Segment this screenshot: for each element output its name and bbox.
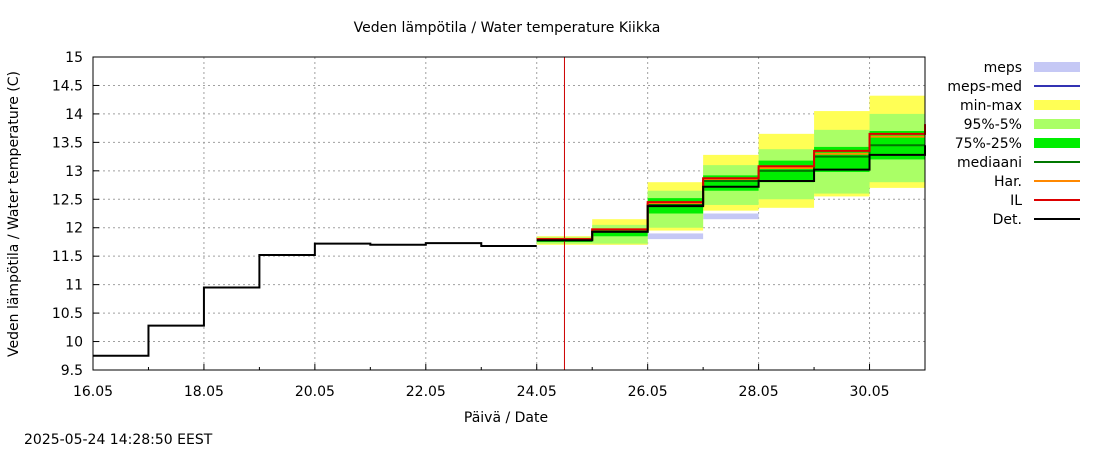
x-tick-label: 28.05 bbox=[739, 384, 779, 400]
legend-label: meps-med bbox=[947, 79, 1022, 95]
legend-label: IL bbox=[1010, 193, 1022, 209]
x-tick-label: 22.05 bbox=[406, 384, 446, 400]
x-tick-label: 26.05 bbox=[628, 384, 668, 400]
line-Det. bbox=[536, 145, 926, 242]
x-tick-label: 18.05 bbox=[184, 384, 224, 400]
x-axis-label: Päivä / Date bbox=[464, 410, 548, 426]
y-tick-label: 15 bbox=[65, 50, 83, 66]
legend: meps meps-med min-max 95%-5% 75%-25% mediaani… bbox=[947, 60, 1080, 228]
legend-label: Det. bbox=[993, 212, 1022, 228]
grid bbox=[93, 57, 925, 370]
legend-swatch bbox=[1034, 62, 1080, 72]
y-axis-ticks: 9.5 10 10.5 11 11.5 12 12.5 13 13.5 14 14.5 15 bbox=[52, 50, 99, 379]
y-tick-label: 9.5 bbox=[61, 363, 83, 379]
legend-label: 75%-25% bbox=[955, 136, 1022, 152]
x-tick-label: 16.05 bbox=[73, 384, 113, 400]
x-tick-label: 24.05 bbox=[517, 384, 557, 400]
band-meps bbox=[647, 233, 704, 240]
timestamp: 2025-05-24 14:28:50 EEST bbox=[24, 432, 213, 448]
y-tick-label: 11.5 bbox=[52, 249, 83, 265]
y-tick-label: 13.5 bbox=[52, 135, 83, 151]
legend-label: meps bbox=[984, 60, 1022, 76]
observed-line bbox=[93, 242, 537, 357]
band-meps bbox=[703, 213, 759, 220]
y-tick-label: 10.5 bbox=[52, 306, 83, 322]
legend-label: 95%-5% bbox=[964, 117, 1022, 133]
legend-swatch bbox=[1034, 138, 1080, 148]
y-tick-label: 14 bbox=[65, 107, 83, 123]
y-tick-label: 14.5 bbox=[52, 78, 83, 94]
chart-title: Veden lämpötila / Water temperature Kiik… bbox=[354, 20, 661, 36]
x-axis-ticks: 16.05 18.05 20.05 22.05 24.05 26.05 28.05 30.05 bbox=[73, 364, 890, 400]
y-tick-label: 12.5 bbox=[52, 192, 83, 208]
line-IL bbox=[536, 124, 926, 241]
y-tick-label: 11 bbox=[65, 278, 83, 294]
x-tick-label: 20.05 bbox=[295, 384, 335, 400]
legend-label: min-max bbox=[960, 98, 1022, 114]
y-axis-label: Veden lämpötila / Water temperature (C) bbox=[6, 71, 22, 357]
legend-swatch bbox=[1034, 119, 1080, 129]
y-tick-label: 13 bbox=[65, 164, 83, 180]
x-tick-label: 30.05 bbox=[849, 384, 889, 400]
y-tick-label: 10 bbox=[65, 335, 83, 351]
plot-frame bbox=[92, 56, 926, 371]
legend-label: Har. bbox=[994, 174, 1022, 190]
legend-swatch bbox=[1034, 100, 1080, 110]
legend-label: mediaani bbox=[957, 155, 1022, 171]
series-lines bbox=[93, 124, 926, 357]
y-tick-label: 12 bbox=[65, 221, 83, 237]
